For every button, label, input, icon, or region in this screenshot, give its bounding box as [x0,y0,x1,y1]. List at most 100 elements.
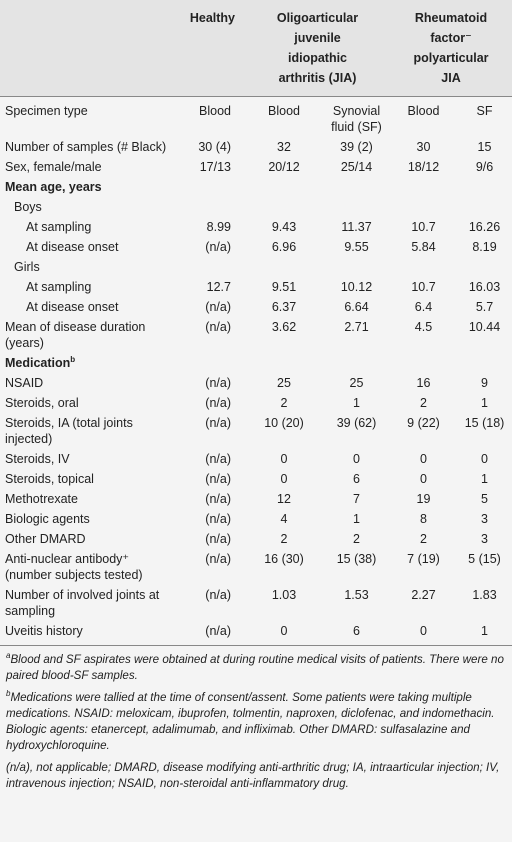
row-label: Other DMARD [5,532,86,546]
cell: 4.5 [414,320,433,334]
cell: 0 [280,472,288,486]
cell: 6.4 [414,300,433,314]
row-label: At sampling [26,220,92,234]
table-row: Number of involved joints at sampling (n/… [0,585,512,621]
cell: 6 [353,624,360,638]
cell: (n/a) [205,240,231,254]
header-cell: Rheumatoid factor⁻ polyarticular JIA [390,0,512,97]
cell: 0 [420,624,427,638]
cell: 19 [416,492,431,506]
cell [180,257,512,277]
cell: 25/14 [340,160,373,174]
cell: 9/6 [475,160,494,174]
table-row: Steroids, IA (total joints injected) (n/a… [0,413,512,449]
row-label: Biologic agents [5,512,90,526]
cell: 8.19 [472,240,497,254]
cell: 1.03 [271,588,297,602]
cell: 18/12 [407,160,440,174]
cell: 0 [353,452,360,466]
header-cell [0,0,180,97]
cell: 25 [277,376,291,390]
table-row: Specimen type Blood Blood Synovial fluid (S… [0,97,512,138]
cell: (n/a) [205,532,231,546]
row-label: Specimen type [5,104,88,118]
cell: 6.96 [271,240,297,254]
cell: 7 [353,492,360,506]
cell: 11.37 [341,220,372,234]
cell: 20/12 [268,160,300,174]
section-title: Mean age, years [5,180,102,194]
cell: 0 [481,452,488,466]
cell: 8.99 [206,220,231,234]
table-row: Girls [0,257,512,277]
table-row: Biologic agents (n/a) 4 1 8 3 [0,509,512,529]
cell: (n/a) [205,472,231,486]
cell: 15 (38) [336,552,377,566]
table-row: Steroids, oral (n/a) 2 1 2 1 [0,393,512,413]
cell: Blood [407,104,440,118]
header-cell: Oligoarticular juvenile idiopathic arthr… [245,0,390,97]
section-heading: Mean age, years [0,177,512,197]
row-label: Uveitis history [5,624,83,638]
table-row: Sex, female/male 17/13 20/12 25/14 18/12 9/6 [0,157,512,177]
cell: 1.83 [472,588,497,602]
row-label: Boys [14,200,42,214]
cell: 6.64 [344,300,369,314]
cell: (n/a) [205,396,231,410]
cell: 0 [420,472,427,486]
cell: 32 [277,140,291,154]
table-row: Anti-nuclear antibody⁺ (number subjects … [0,549,512,585]
row-label: At sampling [26,280,92,294]
cell: 0 [280,452,288,466]
cell: 16 [416,376,431,390]
cell: 3 [481,532,488,546]
footnote: (n/a), not applicable; DMARD, disease mo… [6,760,506,792]
cell: (n/a) [205,300,231,314]
cell: 9.43 [271,220,297,234]
footnote-text: (n/a), not applicable; DMARD, disease mo… [6,761,500,790]
cell: 10.44 [468,320,501,334]
header-cell: Healthy [180,0,245,97]
cell: 25 [349,376,364,390]
cell: 1 [481,624,488,638]
table-row: Boys [0,197,512,217]
cell: (n/a) [205,588,231,602]
cell: 6.37 [271,300,297,314]
cell: (n/a) [205,452,231,466]
cell: 4 [280,512,288,526]
cell: 3 [481,512,488,526]
footnotes: aBlood and SF aspirates were obtained at… [0,646,512,792]
row-label: Steroids, topical [5,472,94,486]
table-row: Number of samples (# Black) 30 (4) 32 39 (2… [0,137,512,157]
cell: 1 [481,472,488,486]
table-row: At sampling 12.7 9.51 10.12 10.7 16.03 [0,277,512,297]
cell: (n/a) [205,320,231,334]
row-label: At disease onset [26,300,119,314]
cell: 15 (18) [464,416,505,430]
cell: SF [476,104,493,118]
cell: 1 [481,396,488,410]
cell: 2.27 [411,588,436,602]
table-row: Steroids, topical (n/a) 0 6 0 1 [0,469,512,489]
table-row: Methotrexate (n/a) 12 7 19 5 [0,489,512,509]
cell: 9 (22) [407,416,440,430]
cell: (n/a) [205,376,231,390]
cell: 0 [420,452,427,466]
footnote: bMedications were tallied at the time of… [6,690,506,754]
table-row: Uveitis history (n/a) 0 6 0 1 [0,621,512,646]
cell: 2.71 [344,320,369,334]
footnote-text: Medications were tallied at the time of … [6,691,495,752]
section-heading: Medicationb [0,353,512,373]
cell: 8 [420,512,427,526]
cell: 5.7 [475,300,494,314]
section-title: Medication [5,356,71,370]
cell: 15 [477,140,492,154]
cell: (n/a) [205,416,231,430]
cell [180,197,512,217]
cell: Blood [199,104,231,118]
cell: 5 (15) [468,552,501,566]
cell: (n/a) [205,492,231,506]
row-label: Anti-nuclear antibody⁺ (number subjects … [5,552,143,582]
cell: 30 [416,140,431,154]
